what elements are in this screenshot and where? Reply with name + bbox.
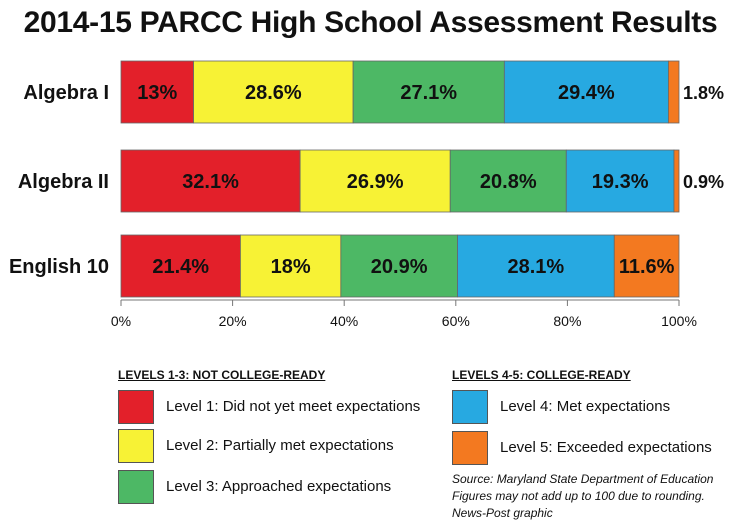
bar-segment-level-3 [449, 149, 567, 213]
bar-segment-level-5 [613, 234, 680, 298]
legend-label-level-5: Level 5: Exceeded expectations [500, 439, 712, 456]
data-label-level-3: 27.1% [400, 82, 457, 104]
data-label-level-1: 32.1% [182, 171, 239, 193]
rounding-note: Figures may not add up to 100 due to rou… [452, 489, 705, 503]
legend-swatch-level-3 [118, 470, 154, 504]
data-label-level-5: 11.6% [619, 256, 675, 278]
legend-label-level-2: Level 2: Partially met expectations [166, 437, 394, 454]
bar-segment-level-4 [565, 149, 675, 213]
legend-heading-not-college-ready: LEVELS 1-3: NOT COLLEGE-READY [118, 368, 326, 382]
category-label-english-10: English 10 [9, 256, 109, 278]
data-label-level-3: 20.8% [480, 171, 537, 193]
credit-note: News-Post graphic [452, 506, 553, 520]
x-tick-label: 40% [330, 313, 358, 329]
bar-segment-level-1 [120, 60, 194, 124]
legend-label-level-3: Level 3: Approached expectations [166, 478, 392, 495]
bar-segment-level-4 [503, 60, 669, 124]
bar-segment-level-5 [667, 60, 680, 124]
data-label-level-2: 18% [271, 256, 311, 278]
x-tick-label: 0% [111, 313, 131, 329]
data-label-level-5: 0.9% [683, 172, 724, 192]
bar-segment-level-2 [193, 60, 354, 124]
legend-swatch-level-1 [118, 390, 154, 424]
legend-heading-college-ready: LEVELS 4-5: COLLEGE-READY [452, 368, 631, 382]
bar-segment-level-2 [240, 234, 342, 298]
bar-segment-level-1 [120, 149, 301, 213]
data-label-level-2: 28.6% [245, 82, 302, 104]
x-tick-label: 20% [219, 313, 247, 329]
x-tick-label: 60% [442, 313, 470, 329]
category-label-algebra-ii: Algebra II [18, 171, 109, 193]
data-label-level-4: 29.4% [558, 82, 615, 104]
legend-label-level-1: Level 1: Did not yet meet expectations [166, 398, 421, 415]
data-label-level-1: 21.4% [152, 256, 209, 278]
data-label-level-3: 20.9% [371, 256, 428, 278]
x-tick-label: 80% [553, 313, 581, 329]
data-label-level-5: 1.8% [683, 83, 724, 103]
bar-segment-level-5 [673, 149, 680, 213]
chart-title: 2014-15 PARCC High School Assessment Res… [23, 6, 718, 39]
category-label-algebra-i: Algebra I [23, 82, 109, 104]
legend-swatch-level-5 [452, 431, 488, 465]
data-label-level-4: 19.3% [592, 171, 649, 193]
data-label-level-4: 28.1% [508, 256, 565, 278]
bar-segment-level-3 [340, 234, 458, 298]
legend-label-level-4: Level 4: Met expectations [500, 398, 671, 415]
data-label-level-2: 26.9% [347, 171, 404, 193]
x-tick-label: 100% [661, 313, 697, 329]
legend-swatch-level-2 [118, 429, 154, 463]
bar-segment-level-3 [352, 60, 505, 124]
bar-segment-level-4 [457, 234, 615, 298]
source-note: Source: Maryland State Department of Edu… [452, 472, 714, 486]
data-label-level-1: 13% [137, 82, 177, 104]
legend-swatch-level-4 [452, 390, 488, 424]
bar-segment-level-1 [120, 234, 241, 298]
